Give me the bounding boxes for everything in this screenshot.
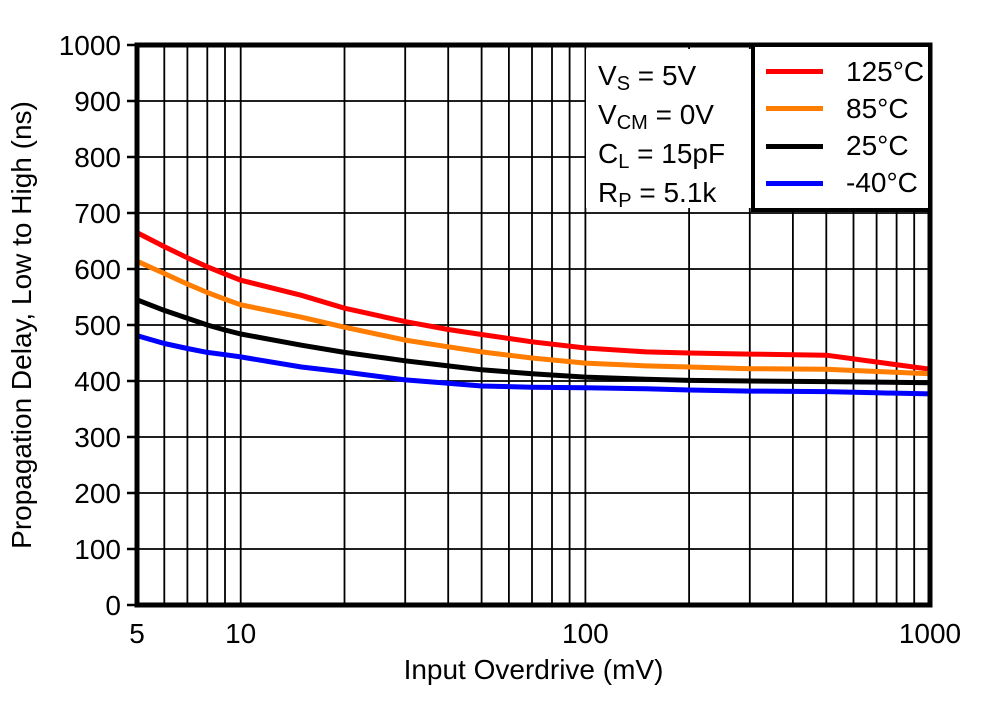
y-tick-label: 500 [74,310,121,341]
x-tick-label: 5 [129,618,145,649]
series-line--40°C [136,333,931,397]
y-tick-label: 800 [74,142,121,173]
legend-swatch-2 [766,143,823,149]
y-tick-label: 600 [74,254,121,285]
condition-line: VCM = 0V [598,99,714,134]
y-tick-label: 1000 [59,30,121,61]
legend: 125°C 85°C 25°C -40°C [751,43,932,212]
x-tick-label: 100 [562,618,609,649]
legend-item: 25°C [755,130,928,162]
condition-line: CL = 15pF [598,138,726,173]
y-tick-label: 700 [74,198,121,229]
legend-label: 85°C [846,92,909,124]
subscript: CM [616,112,648,134]
legend-item: 125°C [755,56,928,88]
y-tick-label: 400 [74,366,121,397]
x-axis-title: Input Overdrive (mV) [403,654,664,685]
x-tick-label: 1000 [899,618,961,649]
test-conditions: VS = 5V VCM = 0V CL = 15pF RP = 5.1k [586,49,754,212]
legend-item: -40°C [755,167,928,199]
y-tick-label: 900 [74,86,121,117]
legend-swatch-3 [766,180,823,186]
legend-label: 25°C [846,130,909,162]
legend-item: 85°C [755,93,928,125]
y-tick-label: 200 [74,478,121,509]
condition-line: VS = 5V [598,60,697,95]
legend-label: 125°C [846,55,925,87]
plot-frame [134,42,933,608]
y-axis-title: Propagation Delay, Low to High (ns) [6,101,37,549]
x-tick-label: 10 [225,618,256,649]
legend-swatch-0 [766,69,823,75]
y-tick-label: 100 [74,534,121,565]
legend-label: -40°C [846,167,918,199]
subscript: L [618,151,630,173]
condition-line: RP = 5.1k [598,177,717,212]
series-line-25°C [136,297,931,386]
y-tick-label: 300 [74,422,121,453]
legend-swatch-1 [766,106,823,112]
y-tick-label: 0 [105,590,121,621]
series-line-85°C [135,258,931,377]
subscript: S [616,73,631,95]
subscript: P [618,190,632,212]
series-line-125°C [135,230,931,372]
